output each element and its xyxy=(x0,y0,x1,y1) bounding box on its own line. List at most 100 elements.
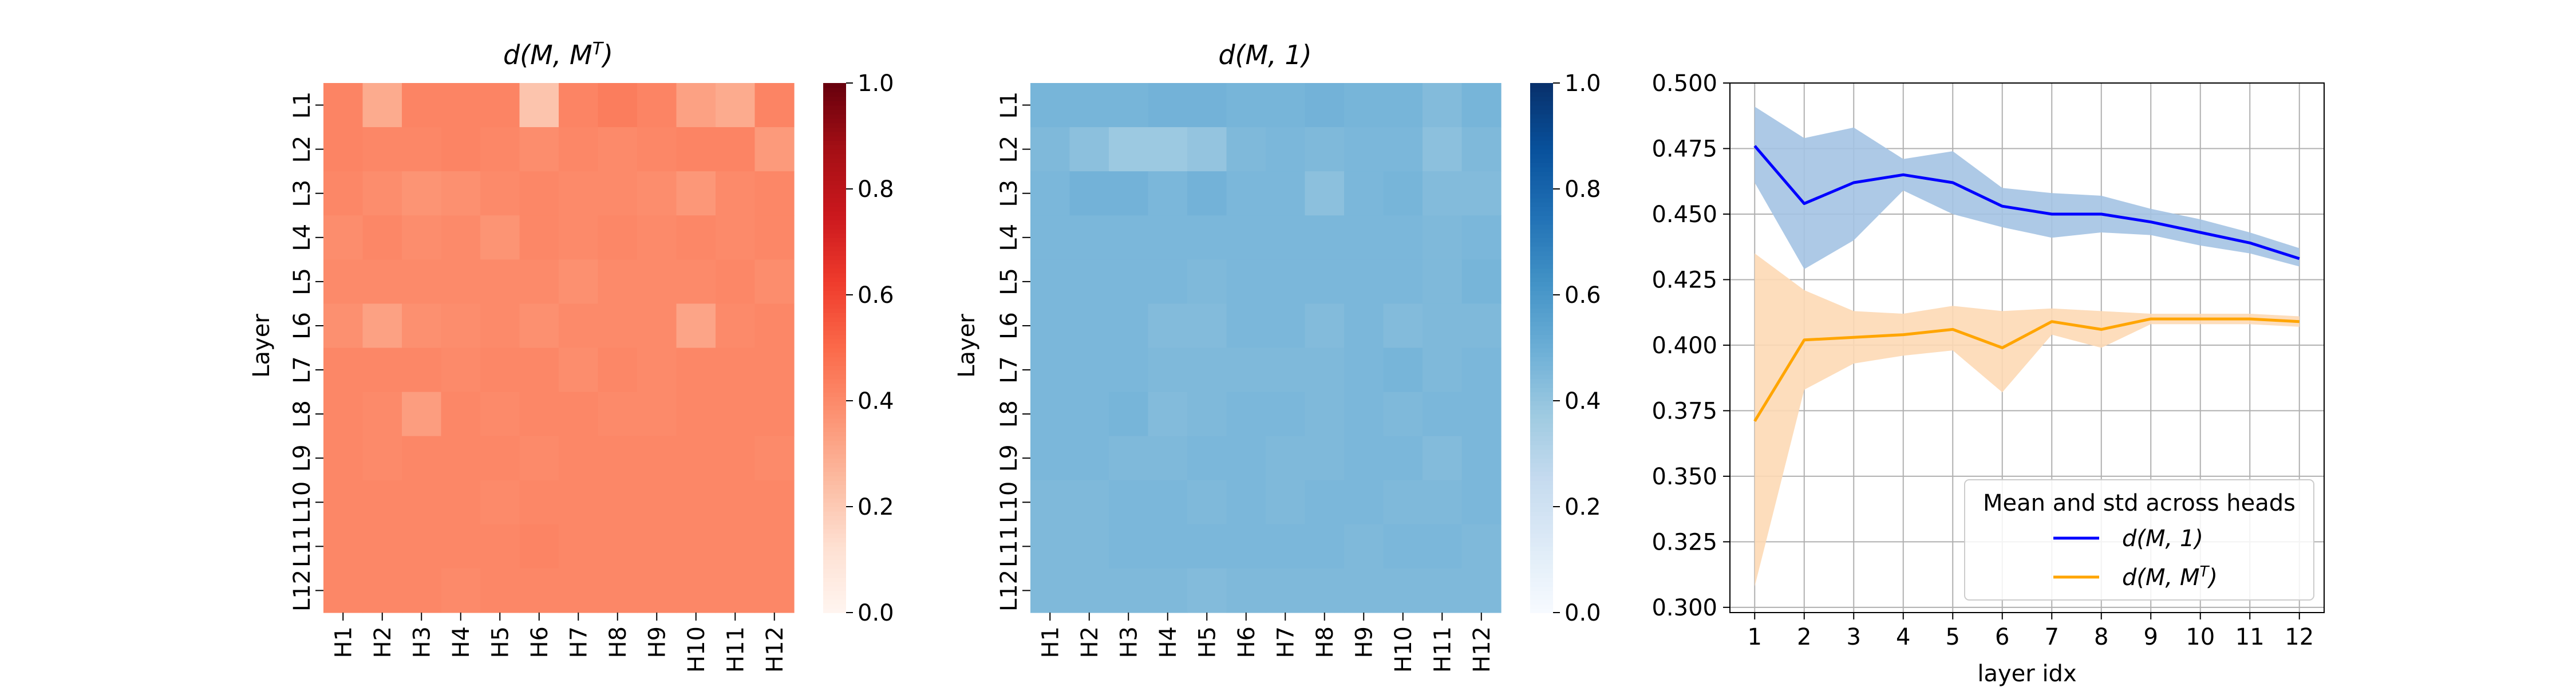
line-chart-y-ticks: 0.300 0.325 0.350 0.375 0.400 0.425 0.450 0.475… xyxy=(1652,70,1730,621)
heatmap-cell xyxy=(519,259,559,305)
colorbar-segment xyxy=(823,96,846,101)
colorbar-segment xyxy=(1530,228,1553,234)
heatmap-cell xyxy=(716,215,756,260)
colorbar-segment xyxy=(823,312,846,318)
colorbar-segment xyxy=(823,440,846,445)
heatmap-cell xyxy=(1266,568,1306,613)
heatmap-cell xyxy=(1148,348,1188,393)
colorbar-segment xyxy=(1530,211,1553,216)
colorbar-segment xyxy=(823,603,846,609)
colorbar-segment xyxy=(823,493,846,499)
colorbar-1: 0.0 0.2 0.4 0.6 0.8 1.0 xyxy=(823,70,894,626)
colorbar-segment xyxy=(1530,370,1553,375)
colorbar-segment xyxy=(1530,489,1553,494)
colorbar-segment xyxy=(823,299,846,305)
x-tick-label: H8 xyxy=(605,626,631,658)
y-tick-label: L11 xyxy=(996,526,1022,567)
heatmap-cell xyxy=(441,436,481,481)
colorbar-segment xyxy=(823,308,846,313)
colorbar-segment xyxy=(1530,374,1553,380)
colorbar-segment xyxy=(823,352,846,357)
heatmap-cell xyxy=(1226,348,1266,393)
x-tick-label: H11 xyxy=(722,626,749,673)
colorbar-segment xyxy=(1530,352,1553,357)
colorbar-segment xyxy=(1530,259,1553,264)
heatmap-cell xyxy=(559,348,599,393)
heatmap-cell xyxy=(1069,83,1109,128)
heatmap-cell xyxy=(754,568,795,613)
heatmap-cell xyxy=(1461,348,1502,393)
colorbar-segment xyxy=(823,144,846,150)
heatmap-2-y-axis-label: Layer xyxy=(954,314,980,378)
heatmap-cell xyxy=(519,568,559,613)
heatmap-cell xyxy=(1030,392,1070,437)
heatmap-cell xyxy=(1383,392,1423,437)
colorbar-segment xyxy=(1530,268,1553,274)
colorbar-segment xyxy=(1530,480,1553,485)
heatmap-1-x-ticks: H1 H2 H3 H4 H5 H6 H7 H8 H9 H10 H11 H12 xyxy=(330,613,788,673)
heatmap-cell xyxy=(1069,303,1109,349)
colorbar-segment xyxy=(823,401,846,406)
colorbar-segment xyxy=(823,87,846,93)
colorbar-segment xyxy=(1530,87,1553,93)
heatmap-cell xyxy=(1069,215,1109,260)
heatmap-cell xyxy=(1069,259,1109,305)
y-tick-label: L2 xyxy=(289,136,315,163)
heatmap-cell xyxy=(519,524,559,569)
heatmap-cell xyxy=(1226,524,1266,569)
heatmap-cell xyxy=(1423,303,1463,349)
heatmap-cell xyxy=(1148,392,1188,437)
heatmap-cell xyxy=(441,348,481,393)
colorbar-segment xyxy=(1530,572,1553,578)
heatmap-cell xyxy=(676,127,716,172)
heatmap-cell xyxy=(754,83,795,128)
colorbar-segment xyxy=(823,295,846,300)
x-tick-label: H4 xyxy=(1155,626,1182,658)
colorbar-segment xyxy=(823,458,846,463)
heatmap-cell xyxy=(480,436,520,481)
colorbar-segment xyxy=(823,268,846,274)
heatmap-cell xyxy=(676,303,716,349)
colorbar-tick-label: 0.8 xyxy=(1564,176,1601,203)
colorbar-segment xyxy=(823,237,846,243)
heatmap-cell xyxy=(1423,348,1463,393)
heatmap-cell xyxy=(1305,348,1345,393)
heatmap-cell xyxy=(637,303,677,349)
colorbar-segment xyxy=(823,348,846,353)
x-tick-label: H12 xyxy=(1469,626,1495,673)
colorbar-segment xyxy=(1530,423,1553,428)
legend-box xyxy=(1964,479,2314,601)
colorbar-segment xyxy=(1530,582,1553,587)
heatmap-cell xyxy=(598,215,638,260)
y-tick-label: L6 xyxy=(289,312,315,339)
heatmap-cell xyxy=(598,171,638,216)
heatmap-cell xyxy=(1305,83,1345,128)
colorbar-segment xyxy=(1530,100,1553,106)
colorbar-segment xyxy=(1530,131,1553,137)
heatmap-cell xyxy=(1383,259,1423,305)
heatmap-cell xyxy=(1109,348,1149,393)
heatmap-cell xyxy=(1109,171,1149,216)
colorbar-segment xyxy=(823,242,846,247)
y-tick-label: L5 xyxy=(996,268,1022,295)
colorbar-segment xyxy=(1530,295,1553,300)
heatmap-cell xyxy=(480,171,520,216)
x-tick-label: H3 xyxy=(1116,626,1142,658)
y-tick-label: L12 xyxy=(289,570,315,611)
heatmap-cell xyxy=(519,83,559,128)
colorbar-segment xyxy=(823,109,846,114)
colorbar-segment xyxy=(823,599,846,605)
heatmap-cell xyxy=(1030,524,1070,569)
x-tick-label: 9 xyxy=(2144,624,2158,650)
heatmap-cell xyxy=(1069,348,1109,393)
heatmap-cell xyxy=(519,392,559,437)
heatmap-cell xyxy=(1187,348,1227,393)
colorbar-segment xyxy=(823,184,846,189)
colorbar-segment xyxy=(823,303,846,309)
colorbar-segment xyxy=(823,356,846,362)
heatmap-cell xyxy=(1423,524,1463,569)
heatmap-cell xyxy=(559,127,599,172)
heatmap-cell xyxy=(1030,127,1070,172)
heatmap-cell xyxy=(480,259,520,305)
